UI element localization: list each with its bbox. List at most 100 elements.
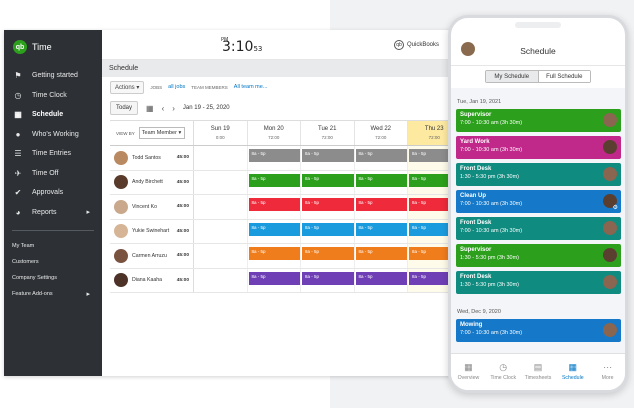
- shift-block[interactable]: 8a - 5p: [409, 222, 461, 236]
- tab-overview[interactable]: ▦ Overview: [451, 354, 486, 390]
- employee-cell[interactable]: Carmen Arruzu 45:00: [110, 244, 194, 268]
- shift-block[interactable]: 8a - 5p: [355, 247, 407, 260]
- sidebar-item-customers[interactable]: Customers: [4, 254, 102, 270]
- schedule-cell[interactable]: 8a - 5p: [248, 146, 301, 170]
- tab-full-schedule[interactable]: Full Schedule: [537, 71, 590, 82]
- employee-cell[interactable]: Todd Santos 45:00: [110, 146, 194, 170]
- employee-cell[interactable]: Andy Birchett 45:00: [110, 170, 194, 194]
- shift-block[interactable]: 8a - 5p: [409, 271, 461, 285]
- quickbooks-link[interactable]: qb QuickBooks: [394, 40, 439, 50]
- shift-block[interactable]: 8a - 5p: [302, 149, 354, 162]
- team-filter-link[interactable]: All team me...: [233, 84, 268, 90]
- schedule-cell[interactable]: 8a - 5p: [355, 219, 408, 243]
- avatar: [603, 275, 617, 289]
- schedule-cell[interactable]: 8a - 5p: [355, 195, 408, 219]
- sidebar-item-whos-working[interactable]: ● Who's Working: [4, 125, 102, 145]
- shift-card[interactable]: Supervisor 7:00 - 10:30 am (3h 30m): [456, 109, 621, 132]
- shift-label: 8a - 5p: [305, 151, 320, 156]
- shift-block[interactable]: 8a - 5p: [409, 173, 461, 187]
- sidebar-item-company-settings[interactable]: Company Settings: [4, 270, 102, 286]
- today-button[interactable]: Today: [110, 101, 139, 115]
- schedule-cell[interactable]: 8a - 5p: [301, 219, 355, 243]
- schedule-cell[interactable]: [194, 268, 248, 292]
- shift-block[interactable]: 8a - 5p: [248, 173, 300, 187]
- sidebar-item-feature-add-ons[interactable]: Feature Add-ons ▸: [4, 286, 102, 302]
- shift-card[interactable]: Supervisor 1:30 - 5:30 pm (3h 30m): [456, 244, 621, 267]
- employee-cell[interactable]: Yukie Swinehart 45:00: [110, 219, 194, 243]
- previous-week-button[interactable]: ‹: [161, 103, 165, 113]
- schedule-cell[interactable]: 8a - 5p: [248, 244, 301, 268]
- schedule-cell[interactable]: 8a - 5p: [248, 170, 301, 194]
- tab-time-clock[interactable]: ◷ Time Clock: [486, 354, 521, 390]
- schedule-cell[interactable]: 8a - 5p: [248, 268, 301, 292]
- shift-block[interactable]: 8a - 5p: [248, 247, 300, 260]
- shift-block[interactable]: 8a - 5p: [302, 173, 354, 187]
- schedule-cell[interactable]: 8a - 5p: [301, 146, 355, 170]
- clock-time: 3:10: [222, 39, 254, 55]
- schedule-cell[interactable]: 8a - 5p: [355, 170, 408, 194]
- schedule-cell[interactable]: [194, 146, 248, 170]
- sidebar-item-time-entries[interactable]: ☰ Time Entries: [4, 144, 102, 164]
- day-header-sun[interactable]: Sun 19 0:00: [194, 121, 248, 145]
- schedule-cell[interactable]: [194, 170, 248, 194]
- schedule-cell[interactable]: 8a - 5p: [355, 146, 408, 170]
- shift-block[interactable]: 8a - 5p: [302, 222, 354, 236]
- shift-block[interactable]: 8a - 5p: [409, 198, 461, 211]
- shift-block[interactable]: 8a - 5p: [355, 173, 407, 187]
- shift-card[interactable]: Yard Work 7:00 - 10:30 am (3h 30m): [456, 136, 621, 159]
- avatar[interactable]: [461, 42, 475, 56]
- shift-block[interactable]: 8a - 5p: [248, 149, 300, 162]
- shift-block[interactable]: 8a - 5p: [355, 198, 407, 211]
- shift-block[interactable]: 8a - 5p: [302, 247, 354, 260]
- day-header-mon[interactable]: Mon 20 72:00: [248, 121, 301, 145]
- schedule-cell[interactable]: 8a - 5p: [248, 219, 301, 243]
- schedule-cell[interactable]: [194, 195, 248, 219]
- calendar-icon[interactable]: ▦: [146, 103, 154, 113]
- shift-card[interactable]: Clean Up 7:00 - 10:30 am (3h 30m) ⚙: [456, 190, 621, 213]
- sidebar-item-getting-started[interactable]: ⚑ Getting started: [4, 66, 102, 86]
- schedule-cell[interactable]: 8a - 5p: [301, 195, 355, 219]
- schedule-cell[interactable]: [194, 244, 248, 268]
- shift-card[interactable]: Front Desk 1:30 - 5:30 pm (3h 30m): [456, 163, 621, 186]
- shift-card[interactable]: Front Desk 1:30 - 5:30 pm (3h 30m): [456, 271, 621, 294]
- schedule-cell[interactable]: [194, 219, 248, 243]
- shift-block[interactable]: 8a - 5p: [248, 222, 300, 236]
- next-week-button[interactable]: ›: [172, 103, 175, 113]
- actions-dropdown[interactable]: Actions ▾: [110, 80, 145, 94]
- sidebar-item-time-clock[interactable]: ◷ Time Clock: [4, 86, 102, 106]
- sidebar-item-my-team[interactable]: My Team: [4, 238, 102, 254]
- schedule-cell[interactable]: 8a - 5p: [301, 268, 355, 292]
- tab-timesheets[interactable]: ▤ Timesheets: [521, 354, 556, 390]
- view-by-select[interactable]: Team Member ▾: [138, 127, 185, 139]
- jobs-filter-link[interactable]: all jobs: [168, 84, 186, 90]
- shift-time: 7:00 - 10:30 am (3h 30m): [460, 330, 523, 336]
- shift-block[interactable]: 8a - 5p: [248, 271, 300, 285]
- shift-block[interactable]: 8a - 5p: [409, 247, 461, 260]
- employee-cell[interactable]: Vincent Ko 45:00: [110, 195, 194, 219]
- tab-my-schedule[interactable]: My Schedule: [486, 71, 538, 82]
- sidebar-item-schedule[interactable]: ▦ Schedule: [4, 105, 102, 125]
- shift-block[interactable]: 8a - 5p: [409, 149, 461, 162]
- shift-block[interactable]: 8a - 5p: [302, 198, 354, 211]
- shift-block[interactable]: 8a - 5p: [355, 149, 407, 162]
- schedule-cell[interactable]: 8a - 5p: [301, 170, 355, 194]
- schedule-cell[interactable]: 8a - 5p: [301, 244, 355, 268]
- day-header-wed[interactable]: Wed 22 72:00: [355, 121, 408, 145]
- sidebar-item-approvals[interactable]: ✔ Approvals: [4, 183, 102, 203]
- schedule-cell[interactable]: 8a - 5p: [355, 244, 408, 268]
- schedule-cell[interactable]: 8a - 5p: [355, 268, 408, 292]
- sidebar-item-reports[interactable]: ◕ Reports ▸: [4, 203, 102, 223]
- tab-schedule[interactable]: ▦ Schedule: [555, 354, 590, 390]
- brand[interactable]: qb Time: [13, 40, 52, 54]
- shift-card[interactable]: Mowing 7:00 - 10:30 am (3h 30m): [456, 319, 621, 342]
- employee-cell[interactable]: Diana Kaaha 45:00: [110, 268, 194, 292]
- tab-more[interactable]: ⋯ More: [590, 354, 625, 390]
- shift-card[interactable]: Front Desk 7:00 - 10:30 am (3h 30m): [456, 217, 621, 240]
- shift-block[interactable]: 8a - 5p: [355, 271, 407, 285]
- shift-block[interactable]: 8a - 5p: [355, 222, 407, 236]
- sidebar-item-time-off[interactable]: ✈ Time Off: [4, 164, 102, 184]
- day-header-tue[interactable]: Tue 21 72:00: [301, 121, 355, 145]
- schedule-cell[interactable]: 8a - 5p: [248, 195, 301, 219]
- shift-block[interactable]: 8a - 5p: [302, 271, 354, 285]
- shift-block[interactable]: 8a - 5p: [248, 198, 300, 211]
